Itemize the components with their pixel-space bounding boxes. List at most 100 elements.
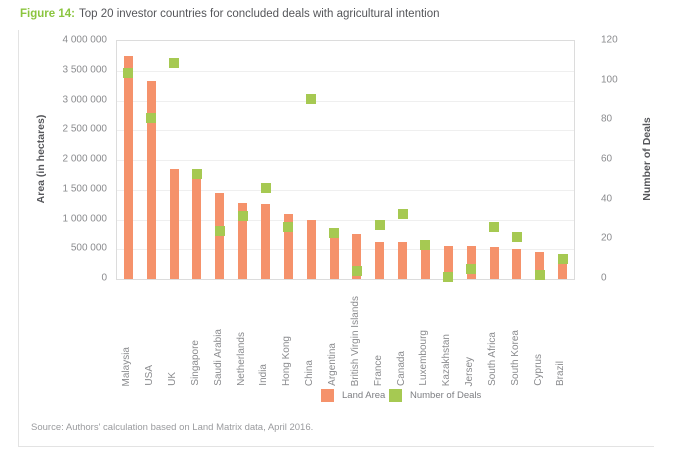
x-axis-category-label: Argentina [327,343,339,386]
plot-area [116,40,575,283]
number-of-deals-marker [374,220,385,231]
gridline [117,100,574,102]
x-axis-category-label: South Korea [509,330,521,386]
x-axis-category-label: Jersey [464,356,476,386]
land-area-bar [535,252,545,279]
legend-label: Number of Deals [410,390,482,401]
chart-panel: Area (in hectares) Number of Deals 4 000… [18,30,654,447]
x-axis-category: Kazakhstan [436,282,459,386]
x-axis-category: France [367,282,390,386]
x-axis-category-label: Malaysia [121,346,133,386]
land-area-bar [443,245,453,279]
x-axis-category-label: India [258,364,270,386]
figure-title: Figure 14: Top 20 investor countries for … [20,8,440,20]
x-axis-category: South Korea [504,282,527,386]
x-axis-category: Singapore [185,282,208,386]
x-axis-category-label: Hong Kong [281,335,293,386]
land-area-bar [123,55,133,279]
x-axis-category: Argentina [322,282,345,386]
legend-item: Land Area [321,389,385,402]
x-axis-category: India [253,282,276,386]
x-axis-category-label: France [372,354,384,386]
x-axis-category-label: British Virgin Islands [349,295,361,386]
land-area-bar [329,230,339,279]
x-axis-category-label: Canada [395,350,407,386]
x-axis-category: Cyprus [527,282,550,386]
right-axis-tick-label: 60 [601,153,613,165]
x-axis-category-label: South Africa [486,332,498,386]
land-area-bar [420,242,430,279]
number-of-deals-marker [283,222,294,233]
source-note: Source: Authors' calculation based on La… [31,422,314,433]
right-axis-title: Number of Deals [641,117,653,201]
land-area-bar [512,249,522,279]
x-axis-category-label: Brazil [555,360,567,386]
left-axis-tick-label: 3 500 000 [62,64,108,76]
number-of-deals-marker [169,57,180,68]
x-axis-category: British Virgin Islands [344,282,367,386]
land-area-bar [169,168,179,279]
number-of-deals-marker [260,182,271,193]
x-axis-category: Malaysia [116,282,139,386]
left-axis-tick-label: 500 000 [70,242,107,254]
x-axis-category: Luxembourg [413,282,436,386]
x-axis-category: Jersey [459,282,482,386]
x-axis-category-label: Singapore [189,340,201,386]
number-of-deals-marker [306,93,317,104]
right-axis-tick-label: 20 [601,232,613,244]
number-of-deals-marker [466,264,477,275]
number-of-deals-marker [557,254,568,265]
number-of-deals-marker [534,270,545,281]
x-axis-category: Brazil [550,282,573,386]
number-of-deals-marker [329,228,340,239]
land-area-bar [558,254,568,279]
x-axis-category: Canada [390,282,413,386]
land-area-bar [375,241,385,279]
x-axis-category-label: Cyprus [532,354,544,386]
land-area-bar [398,242,408,279]
gridline [117,130,574,132]
x-axis-category-label: Netherlands [235,332,247,386]
right-axis-tick-label: 100 [601,74,618,86]
x-axis-category-label: Luxembourg [418,330,430,386]
number-of-deals-marker [146,113,157,124]
number-of-deals-marker [443,272,454,283]
right-axis-tick-label: 120 [601,34,618,46]
legend: Land Area Number of Deals [19,389,654,403]
number-of-deals-marker [351,266,362,277]
number-of-deals-marker [511,232,522,243]
land-area-bar [352,234,362,279]
number-of-deals-marker [191,168,202,179]
right-axis-tick-label: 80 [601,113,613,125]
x-axis-category: Saudi Arabia [207,282,230,386]
figure-title-text: Top 20 investor countries for concluded … [78,8,440,20]
left-axis-tick-label: 0 [101,272,107,284]
left-axis-tick-label: 2 500 000 [62,123,108,135]
left-axis-tick-label: 1 000 000 [62,213,108,224]
legend-item: Number of Deals [389,389,481,402]
x-axis-category: UK [162,282,185,386]
x-axis-category-label: Saudi Arabia [212,329,224,386]
x-axis-category-label: UK [167,372,179,386]
x-axis-category: China [299,282,322,386]
x-axis-category: Netherlands [230,282,253,386]
number-of-deals-marker [123,67,134,78]
number-of-deals-marker [397,208,408,219]
land-area-bar [283,214,293,279]
figure-number: Figure 14: [20,8,75,20]
left-axis-tick-label: 3 000 000 [62,94,108,105]
gridline [117,249,574,251]
land-area-bar [146,80,156,279]
left-axis-tick-label: 2 000 000 [62,153,108,165]
land-area-legend-swatch [321,389,334,402]
right-axis-tick-label: 40 [601,193,613,205]
gridline [117,219,574,221]
right-axis-tick-label: 0 [601,272,607,284]
x-axis-category-label: China [304,359,316,386]
x-axis-category: South Africa [482,282,505,386]
land-area-bar [466,246,476,279]
number-of-deals-marker [214,226,225,237]
x-axis-labels: Malaysia USA UK Singapore Saudi Arabia Nether… [116,282,573,386]
gridline [117,70,574,72]
